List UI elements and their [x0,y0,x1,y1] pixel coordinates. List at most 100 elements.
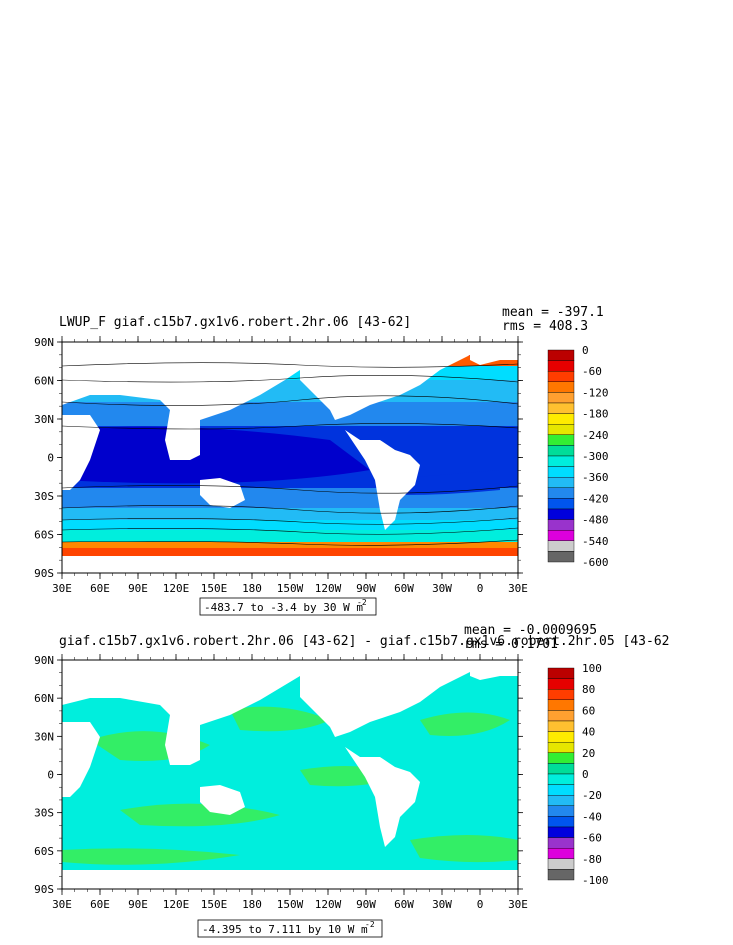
lon-tick-label: 180 [242,582,262,595]
colorbar-label: -540 [582,535,609,548]
colorbar-swatch [547,551,575,563]
panel-2-title: giaf.c15b7.gx1v6.robert.2hr.06 [43-62] -… [59,634,669,649]
lat-tick-label: 0 [47,452,54,465]
lon-tick-label: 90E [128,582,148,595]
colorbar-swatch [547,392,575,404]
lat-tick-label: 60N [34,375,54,388]
colorbar-swatch [547,487,575,499]
colorbar-swatch [547,402,575,414]
panel-1: LWUP_F giaf.c15b7.gx1v6.robert.2hr.06 [4… [34,305,609,616]
panel-2-map [62,660,518,889]
lon-tick-label: 90E [128,898,148,911]
lat-tick-label: 60S [34,845,54,858]
colorbar-swatch [547,381,575,393]
panel-1-range-note: -483.7 to -3.4 by 30 W m [204,601,363,614]
lon-tick-label: 150E [201,898,228,911]
ocean-band [62,542,518,548]
colorbar-label: -480 [582,514,609,527]
colorbar-swatch [547,826,575,838]
lat-tick-label: 60S [34,529,54,542]
colorbar-label: -40 [582,810,602,823]
panel-1-title: LWUP_F giaf.c15b7.gx1v6.robert.2hr.06 [4… [59,315,411,330]
colorbar-swatch [547,689,575,701]
lat-tick-label: 90S [34,883,54,896]
colorbar-label: -60 [582,365,602,378]
colorbar-swatch [547,805,575,817]
lon-tick-label: 30E [508,582,528,595]
colorbar-swatch [547,477,575,489]
panel-2-mean: mean = -0.0009695 [464,623,597,638]
colorbar-swatch [547,360,575,372]
colorbar-swatch [547,795,575,807]
lon-tick-label: 60E [90,898,110,911]
panel-1-range-exp: -2 [357,598,367,607]
panel-2-range-exp: -2 [365,920,375,929]
colorbar-label: 60 [582,704,595,717]
colorbar-label: -80 [582,853,602,866]
colorbar-swatch [547,519,575,531]
colorbar-swatch [547,784,575,796]
colorbar-swatch [547,445,575,457]
contours [62,362,518,546]
lat-tick-label: 60N [34,692,54,705]
lon-tick-label: 60W [394,582,414,595]
colorbar-swatch [547,371,575,383]
colorbar-swatch [547,434,575,446]
lon-tick-label: 0 [477,898,484,911]
colorbar-label: -100 [582,874,609,887]
lat-tick-label: 30S [34,490,54,503]
lon-tick-label: 120W [315,582,342,595]
colorbar-swatch [547,508,575,520]
panel-2: giaf.c15b7.gx1v6.robert.2hr.06 [43-62] -… [34,623,669,938]
colorbar-label: -420 [582,492,609,505]
colorbar-swatch [547,413,575,425]
lon-tick-label: 30W [432,898,452,911]
lon-tick-label: 0 [477,582,484,595]
colorbar-swatch [547,869,575,881]
colorbar-swatch [547,773,575,785]
colorbar-swatch [547,667,575,679]
ocean-band [62,508,518,520]
colorbar-label: 0 [582,768,589,781]
panel-2-colorbar: 100 80 60 40 20 0 -20 -40 -60 -80 -100 [547,662,609,887]
colorbar-swatch [547,720,575,732]
lon-tick-label: 30E [52,582,72,595]
colorbar-swatch [547,763,575,775]
colorbar-label: 0 [582,344,589,357]
colorbar-swatch [547,455,575,467]
lon-tick-label: 180 [242,898,262,911]
lat-tick-label: 30N [34,730,54,743]
panel-2-rms: rms = 0.1701 [464,637,558,652]
lon-tick-label: 150E [201,582,228,595]
panel-1-rms: rms = 408.3 [502,319,588,334]
lon-tick-label: 30E [52,898,72,911]
colorbar-swatch [547,837,575,849]
lon-tick-label: 90W [356,898,376,911]
colorbar-swatch [547,530,575,542]
colorbar-swatch [547,699,575,711]
lon-tick-label: 30W [432,582,452,595]
colorbar-swatch [547,540,575,552]
colorbar-label: -600 [582,556,609,569]
colorbar-swatch [547,742,575,754]
panel-1-range-box [199,597,377,616]
lon-tick-label: 90W [356,582,376,595]
lat-tick-label: 30N [34,413,54,426]
lon-tick-label: 120E [163,582,190,595]
ocean-band [62,530,518,542]
colorbar-swatch [547,710,575,722]
panel-2-range-note: -4.395 to 7.111 by 10 W m [202,923,368,936]
colorbar-swatch [547,731,575,743]
lon-tick-label: 30E [508,898,528,911]
panel-2-range-box [197,919,383,938]
ocean-band [62,548,518,556]
lat-tick-label: 0 [47,769,54,782]
ocean-band [62,402,518,426]
colorbar-swatch [547,752,575,764]
lat-tick-label: 30S [34,807,54,820]
colorbar-label: -180 [582,408,609,421]
lon-tick-label: 150W [277,898,304,911]
colorbar-label: -240 [582,429,609,442]
colorbar-label: -60 [582,832,602,845]
panel-1-map [62,342,518,573]
